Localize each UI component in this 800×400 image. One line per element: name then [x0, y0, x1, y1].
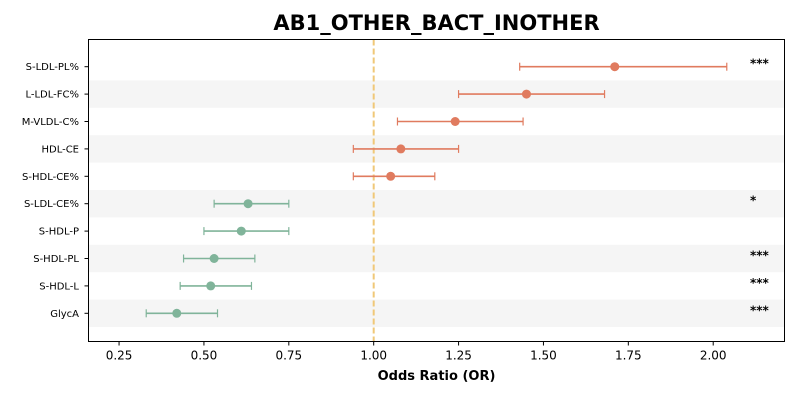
y-tick-labels: S-LDL-PL% L-LDL-FC% M-VLDL-C% HDL-CE S-HDL-C…	[22, 62, 89, 320]
or-point	[206, 281, 216, 291]
data-marks	[145, 62, 728, 318]
forest-row	[519, 62, 728, 72]
or-point	[243, 199, 253, 209]
forest-row	[145, 308, 219, 318]
x-tick-label: 1.25	[445, 349, 472, 363]
forest-row	[352, 171, 436, 181]
or-point	[521, 89, 531, 99]
significance-label: *	[750, 194, 757, 208]
significance-label: ***	[750, 249, 770, 263]
forest-row	[182, 254, 256, 263]
x-tick-label: 1.75	[615, 349, 642, 363]
or-point	[209, 254, 219, 263]
or-point	[236, 226, 246, 236]
y-tick-label: S-HDL-CE%	[22, 172, 79, 183]
x-axis: 0.25 0.50 0.75 1.00 1.25 1.50 1.75 2.00	[106, 341, 727, 363]
or-point	[172, 308, 182, 318]
x-tick-label: 2.00	[700, 349, 727, 363]
y-tick-label: S-HDL-L	[39, 281, 79, 292]
or-point	[396, 144, 406, 154]
or-point	[610, 62, 620, 72]
x-tick-label: 1.50	[530, 349, 557, 363]
forest-row	[203, 226, 290, 236]
significance-label: ***	[750, 57, 770, 71]
row-band	[89, 80, 784, 108]
x-tick-label: 0.75	[275, 349, 302, 363]
forest-row	[213, 199, 290, 209]
forest-row	[352, 144, 460, 154]
forest-row	[396, 117, 524, 126]
significance-label: ***	[750, 303, 770, 317]
x-tick-label: 0.50	[191, 349, 218, 363]
significance-label: ***	[750, 276, 770, 290]
chart-title: AB1_OTHER_BACT_INOTHER	[273, 11, 599, 35]
y-tick-label: S-LDL-PL%	[26, 62, 79, 73]
y-tick-label: L-LDL-FC%	[25, 90, 79, 101]
or-point	[386, 171, 396, 181]
x-axis-label: Odds Ratio (OR)	[378, 369, 496, 384]
y-tick-label: HDL-CE	[41, 144, 79, 155]
forest-row	[179, 281, 253, 291]
or-point	[450, 117, 460, 126]
x-tick-label: 1.00	[360, 349, 387, 363]
y-tick-label: S-HDL-P	[39, 227, 79, 238]
y-tick-label: S-LDL-CE%	[24, 199, 79, 210]
x-tick-label: 0.25	[106, 349, 133, 363]
y-tick-label: S-HDL-PL	[33, 254, 79, 265]
row-band	[89, 190, 784, 218]
significance-labels: *************	[750, 57, 770, 318]
row-bands	[89, 80, 784, 327]
forest-row	[457, 89, 606, 99]
y-tick-label: GlycA	[50, 309, 79, 320]
plot-frame	[88, 39, 785, 342]
y-tick-label: M-VLDL-C%	[22, 117, 79, 128]
